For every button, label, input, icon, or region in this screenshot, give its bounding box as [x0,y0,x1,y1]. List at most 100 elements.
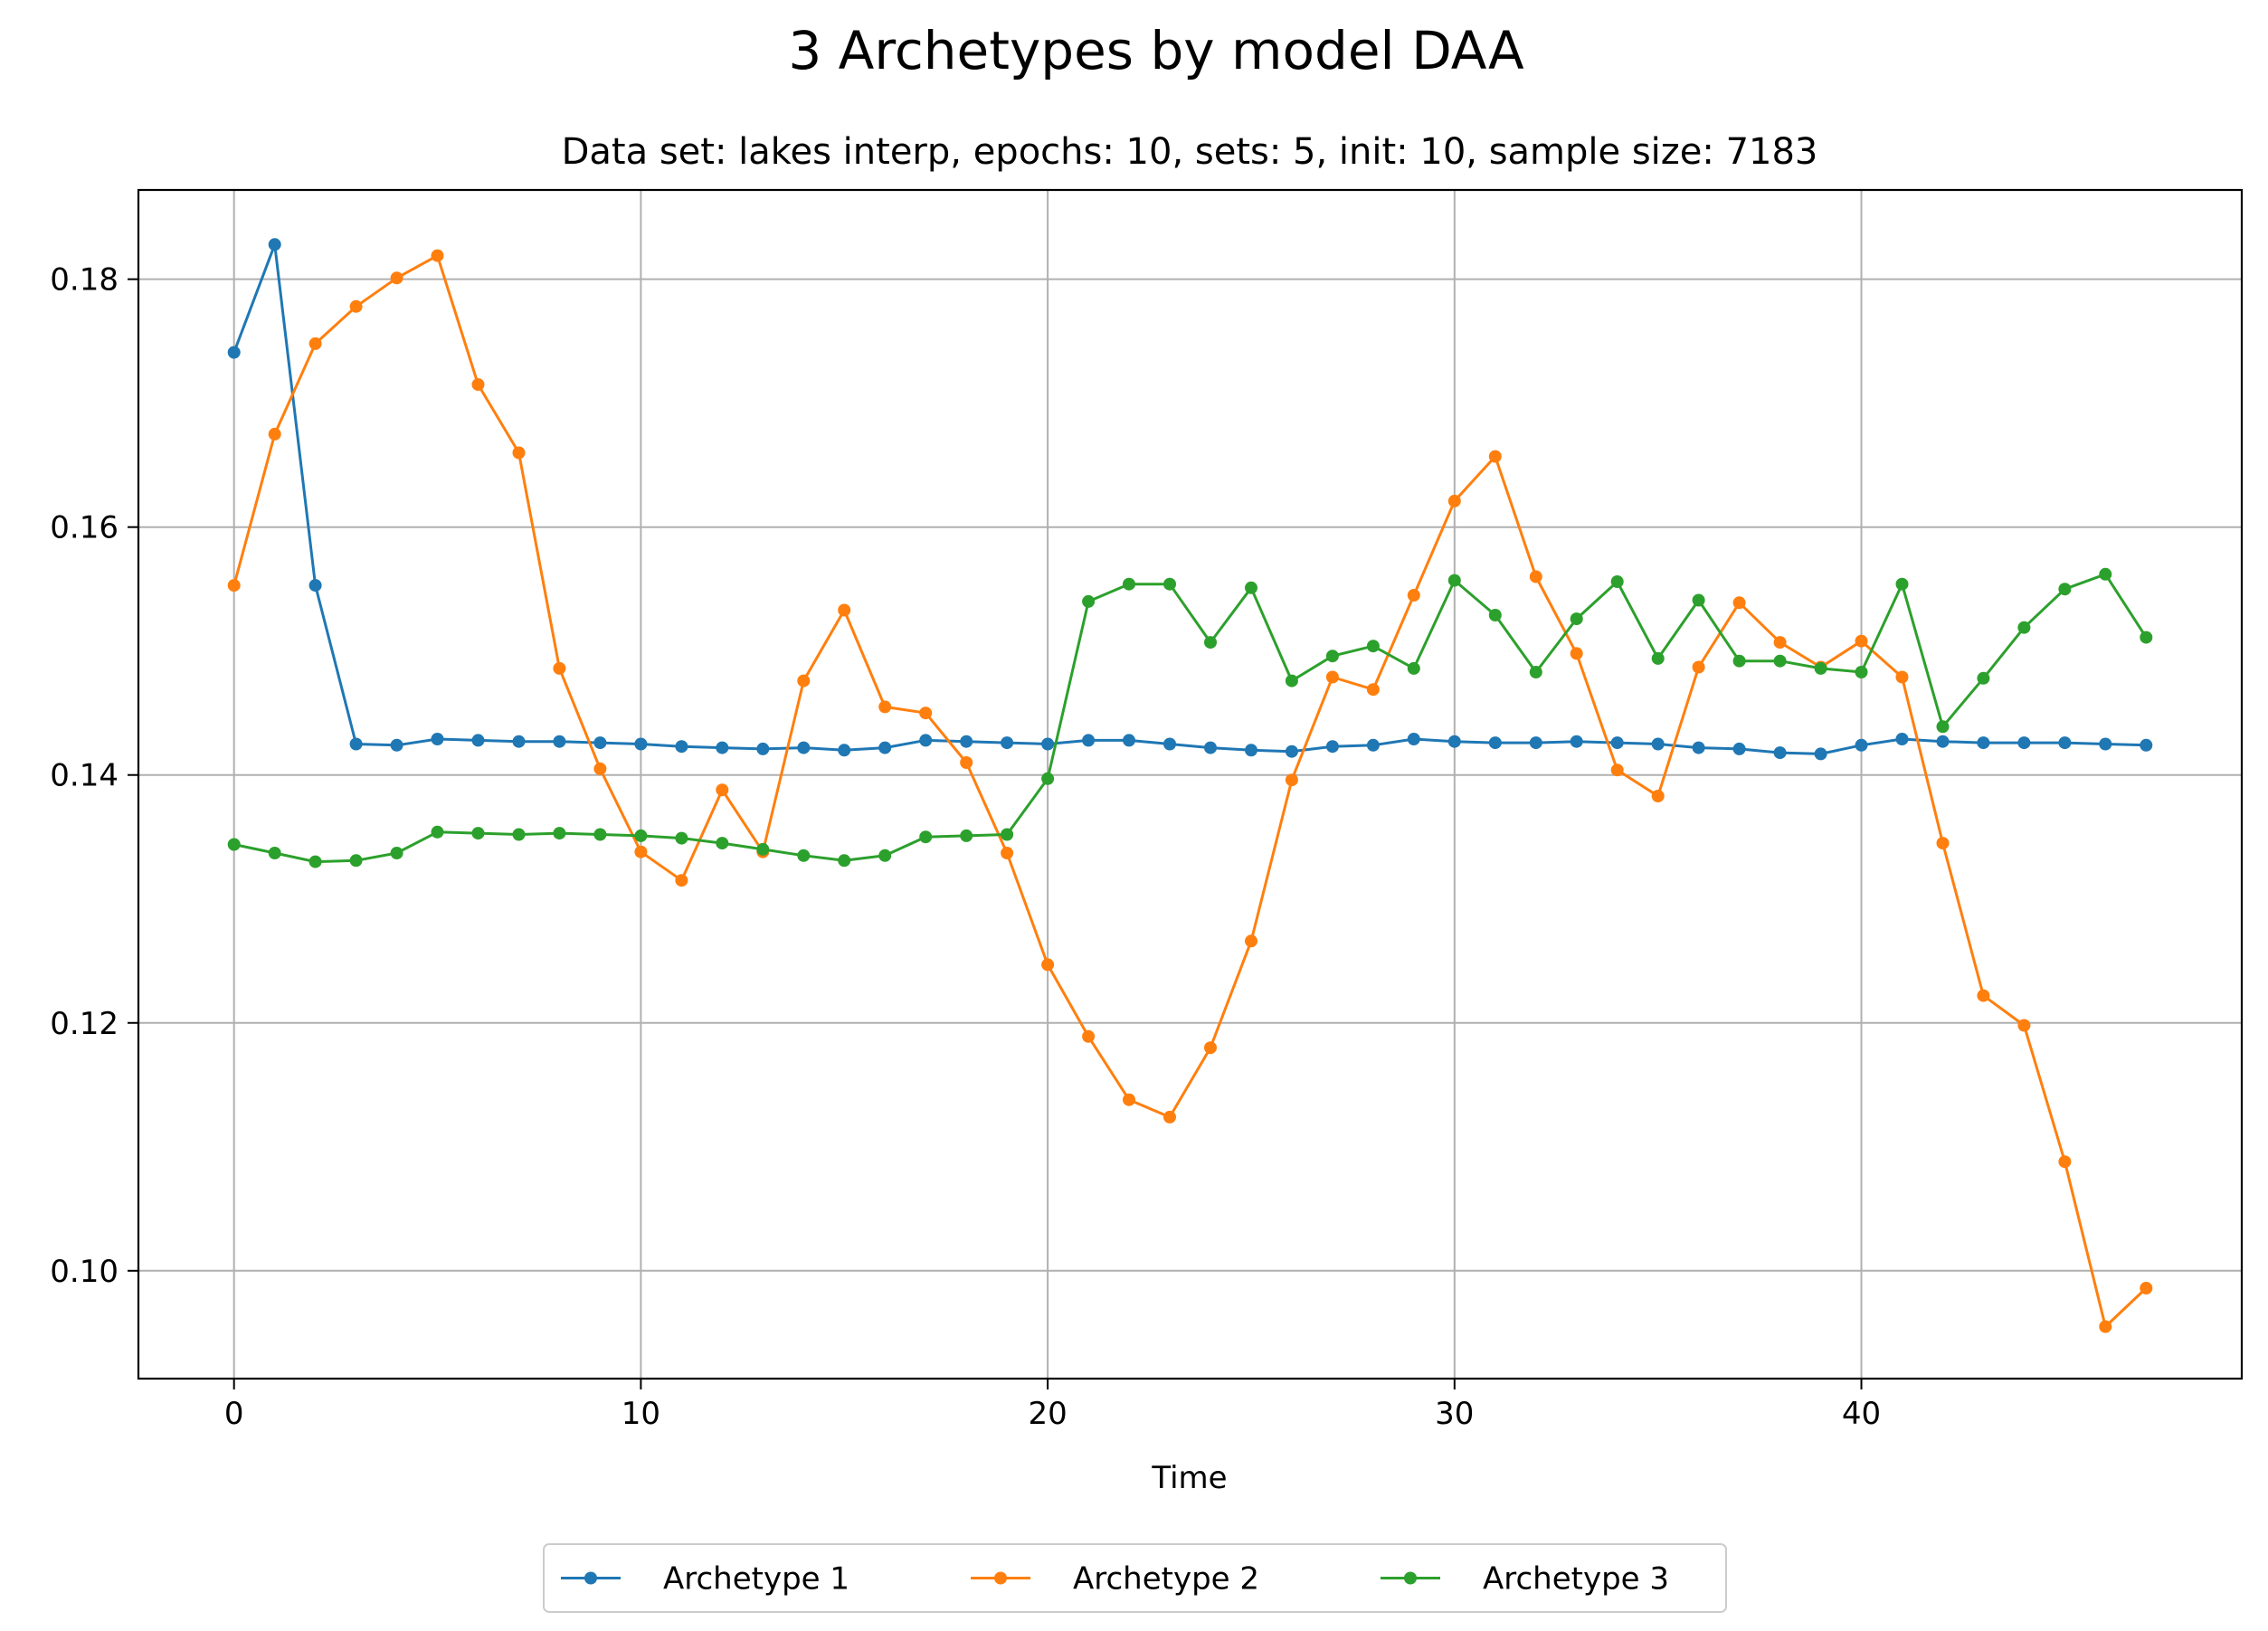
data-point [512,828,526,841]
data-point [1041,772,1055,785]
data-point [1407,733,1420,745]
data-point [675,831,688,845]
series-archetype-2 [227,249,2153,1333]
data-point [1529,570,1542,583]
data-point [2099,1320,2112,1333]
data-point [675,874,688,887]
legend-label: Archetype 1 [663,1561,849,1598]
chart-title: 3 Archetypes by model DAA [788,20,1524,81]
x-tick-label: 0 [224,1396,244,1432]
data-point [675,740,688,754]
data-point [1732,742,1746,755]
plot-frame [137,188,2244,1380]
data-point [268,847,281,859]
data-point [512,446,526,460]
legend-marker [1404,1571,1417,1585]
grid-lines [138,190,2242,1379]
data-point [553,827,566,840]
data-point [1041,958,1055,972]
data-point [2017,1019,2031,1032]
data-point [1488,736,1502,750]
data-point [1163,577,1176,591]
data-point [349,299,363,313]
data-point [308,579,322,593]
data-point [1651,790,1665,802]
data-point [1610,736,1624,750]
data-point [268,238,281,251]
y-axis: 0.10 0.12 0.14 0.16 0.18 [50,262,138,1290]
data-point [716,837,729,850]
legend-entry: Archetype 2 [971,1561,1259,1598]
data-point [2017,736,2031,750]
data-point [1936,837,1950,850]
data-point [1855,666,1868,678]
data-point [2017,621,2031,634]
data-point [1447,494,1461,507]
series-archetype-1 [227,238,2153,761]
data-point [1001,828,1014,841]
data-point [390,847,403,859]
data-point [1936,735,1950,748]
data-point [1082,1029,1096,1043]
y-tick-label: 0.14 [50,758,119,794]
legend-label: Archetype 2 [1073,1561,1259,1598]
data-point [553,661,566,675]
data-point [1651,737,1665,751]
series-archetype-3 [227,567,2153,868]
data-point [634,829,648,842]
data-point [1895,577,1909,591]
data-point [2099,737,2112,751]
data-point [838,603,851,617]
data-point [2140,1282,2153,1294]
data-point [2140,631,2153,644]
data-point [1692,593,1705,607]
series-layer [227,238,2153,1333]
data-point [1773,636,1787,650]
data-point [919,830,933,844]
data-point [268,427,281,441]
data-point [1814,747,1827,761]
data-point [960,756,973,769]
data-point [1245,744,1257,757]
data-point [1529,736,1542,750]
data-point [1651,651,1665,665]
data-point [1773,654,1787,668]
data-point [1163,1110,1176,1124]
data-point [1732,596,1746,610]
data-point [919,706,933,720]
x-axis: 0 10 20 30 40 [224,1379,1881,1432]
data-point [1001,847,1014,859]
data-point [716,741,729,754]
data-point [512,735,526,748]
x-tick-label: 20 [1028,1396,1067,1432]
data-point [960,735,973,748]
data-point [2058,583,2072,596]
data-point [1123,577,1135,591]
y-tick-label: 0.12 [50,1006,119,1042]
data-point [838,854,851,868]
data-point [1855,634,1868,648]
data-point [349,854,363,868]
data-point [919,734,933,747]
x-tick-label: 10 [622,1396,660,1432]
data-point [349,737,363,751]
data-point [1001,736,1014,750]
legend-entry: Archetype 1 [561,1561,849,1598]
data-point [1204,741,1217,754]
legend-box [543,1543,1727,1613]
data-point [1570,612,1583,626]
data-point [593,828,607,841]
y-tick-label: 0.16 [50,510,119,546]
data-point [1488,609,1502,621]
data-point [1610,575,1624,588]
data-point [471,827,485,840]
data-point [634,737,648,751]
data-point [1977,736,1990,750]
data-point [2058,1155,2072,1169]
series-line [232,254,2148,1328]
data-point [716,783,729,797]
data-point [1855,738,1868,752]
data-point [1610,763,1624,777]
data-point [2140,738,2153,752]
